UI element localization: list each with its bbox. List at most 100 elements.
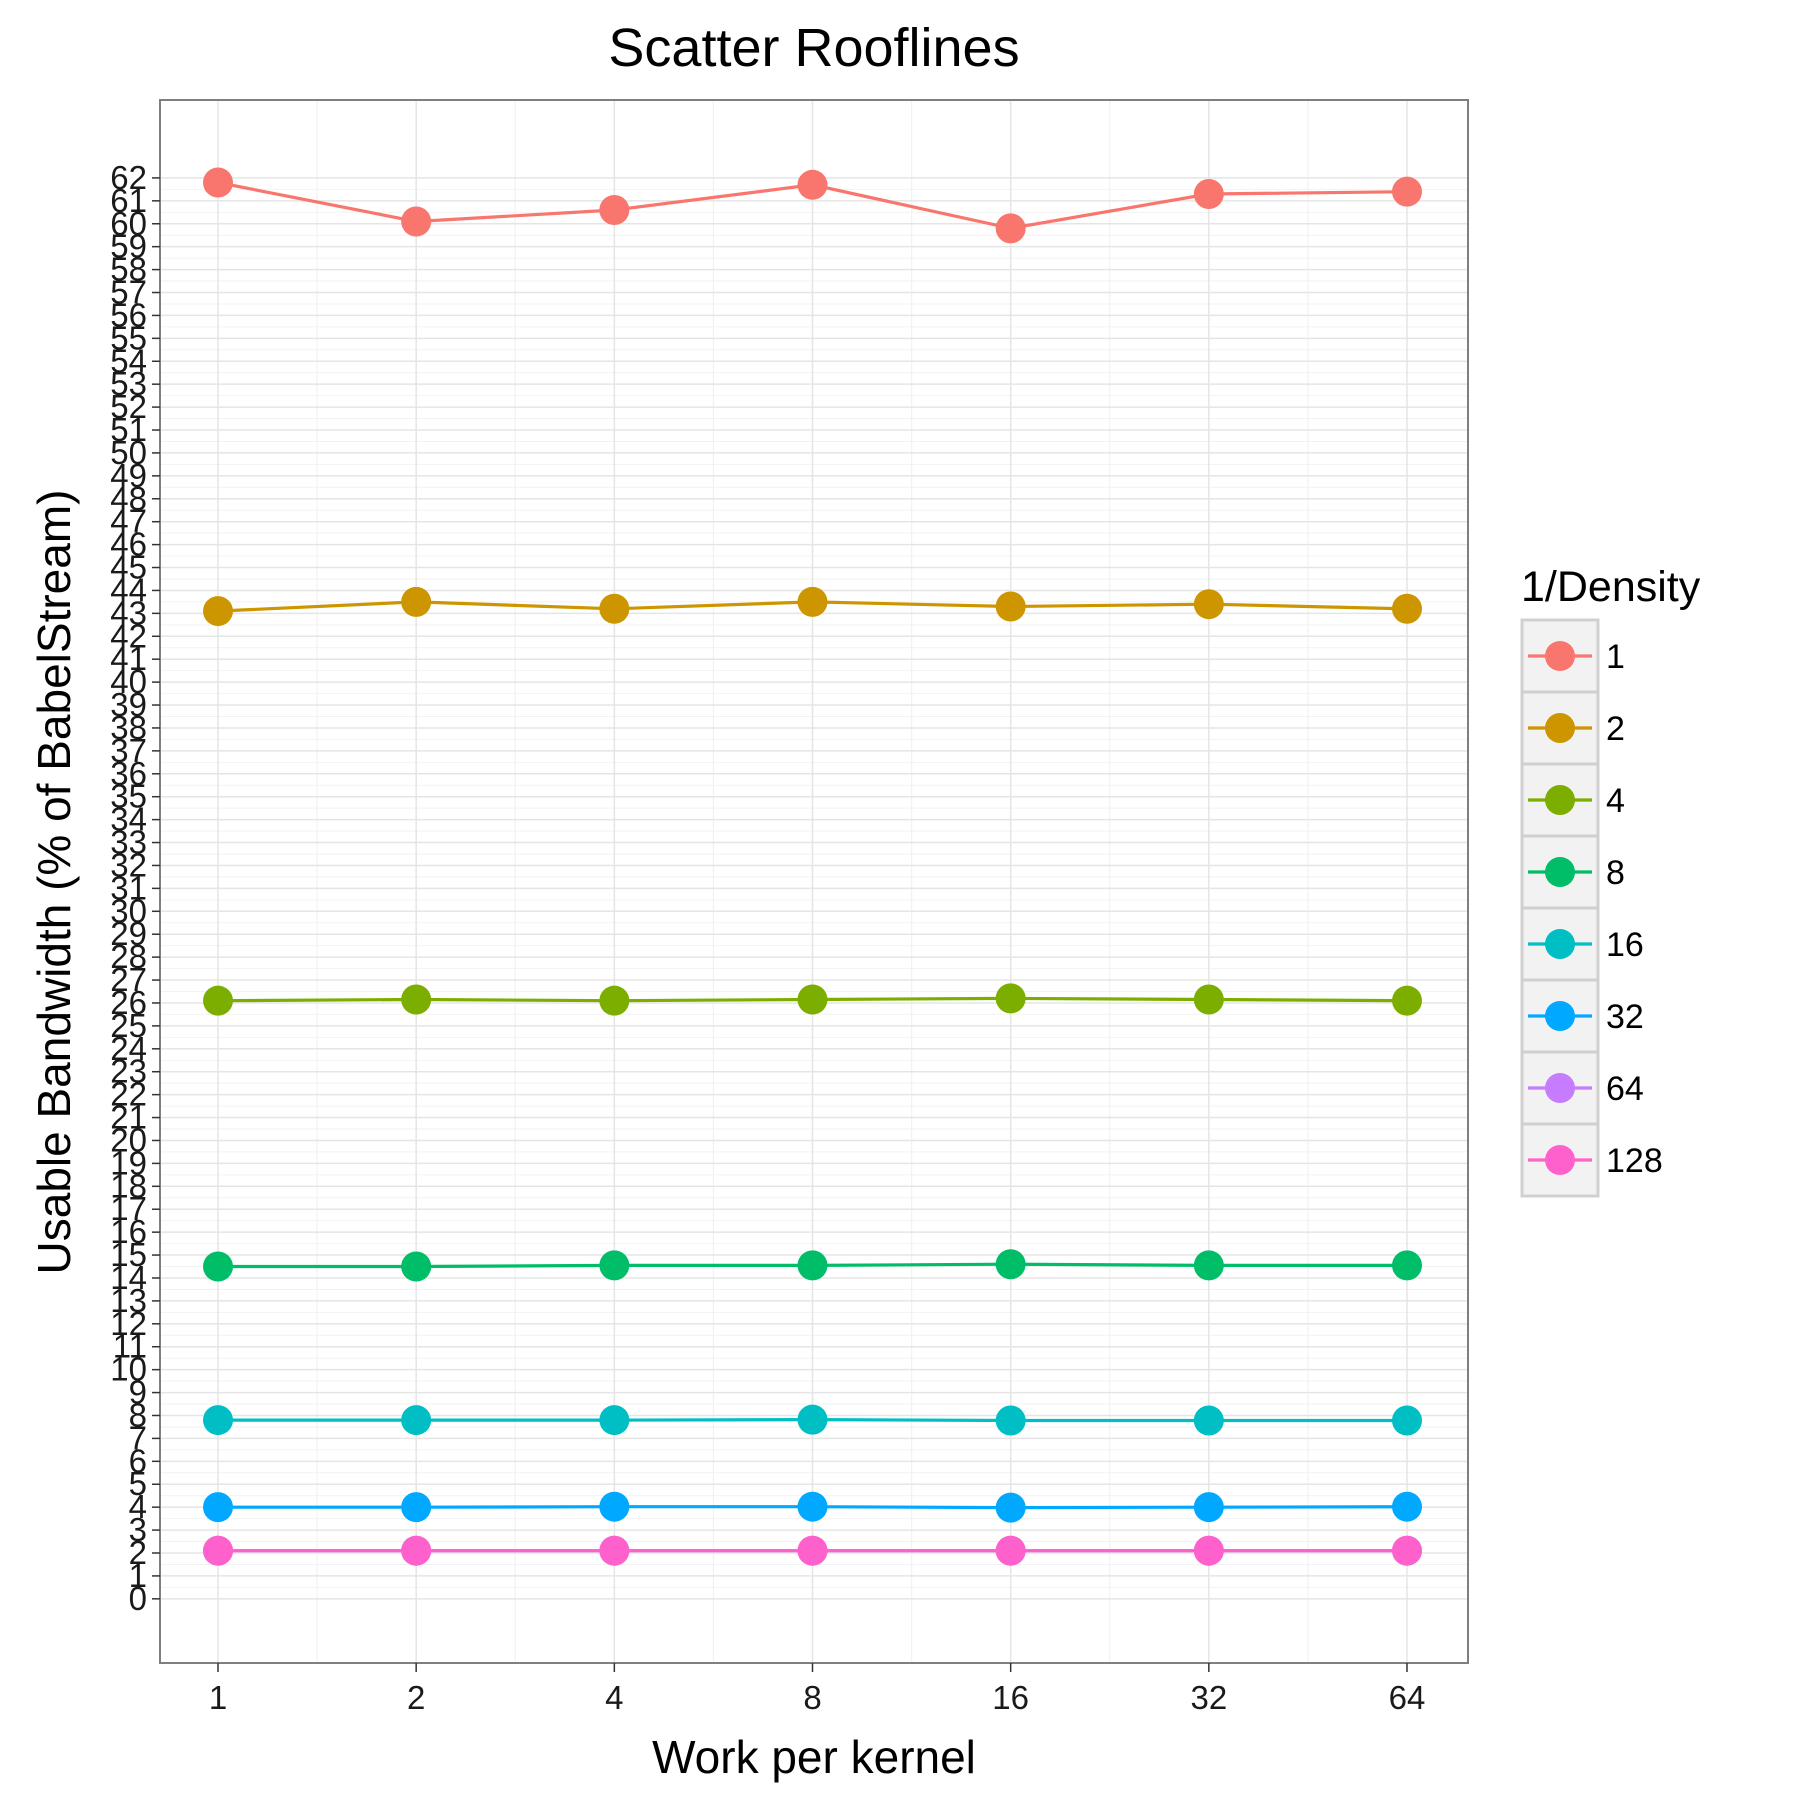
y-tick-label: 29 [110, 915, 147, 952]
y-tick-label: 55 [110, 319, 147, 356]
data-point-16 [1193, 1405, 1224, 1436]
legend-label-64: 64 [1606, 1070, 1644, 1108]
data-point-32 [1392, 1491, 1422, 1522]
data-point-4 [1193, 984, 1224, 1015]
x-tick-label: 16 [992, 1679, 1029, 1716]
legend-label-1: 1 [1606, 638, 1625, 676]
data-point-32 [599, 1491, 630, 1522]
y-tick-label: 10 [110, 1351, 147, 1388]
y-tick-label: 11 [113, 1328, 147, 1365]
legend-key-point-2 [1545, 713, 1575, 743]
chart-title: Scatter Rooflines [608, 18, 1019, 78]
y-tick-label: 35 [110, 778, 147, 815]
data-point-32 [995, 1492, 1026, 1523]
legend-key-point-64 [1545, 1073, 1575, 1103]
y-tick-label: 1 [129, 1557, 147, 1594]
y-tick-label: 31 [110, 869, 147, 906]
data-point-128 [1193, 1535, 1224, 1566]
data-point-32 [203, 1492, 233, 1523]
data-point-8 [203, 1251, 233, 1282]
x-tick-label: 4 [605, 1679, 623, 1716]
y-tick-label: 60 [110, 205, 147, 242]
data-point-1 [1193, 178, 1224, 209]
data-point-16 [995, 1405, 1026, 1436]
y-tick-label: 26 [110, 984, 147, 1021]
y-tick-label: 50 [110, 434, 147, 471]
legend-key-point-16 [1545, 929, 1575, 959]
legend-key-point-4 [1545, 785, 1575, 815]
data-point-4 [203, 985, 233, 1016]
y-tick-label: 53 [110, 365, 147, 402]
legend-label-4: 4 [1606, 782, 1625, 820]
x-axis-title: Work per kernel [652, 1731, 976, 1783]
grid-layer [160, 100, 1468, 1663]
y-tick-label: 56 [110, 296, 147, 333]
y-tick-label: 47 [110, 503, 147, 540]
y-tick-label: 33 [110, 824, 147, 861]
y-tick-label: 48 [110, 480, 147, 517]
data-point-1 [203, 167, 233, 198]
y-tick-label: 42 [110, 617, 147, 654]
data-point-1 [995, 213, 1026, 244]
data-point-1 [797, 169, 828, 200]
data-point-128 [1392, 1535, 1422, 1566]
legend-key-point-32 [1545, 1001, 1575, 1031]
x-tick-label: 2 [407, 1679, 425, 1716]
y-tick-label: 45 [110, 549, 147, 586]
data-point-4 [797, 984, 828, 1015]
data-point-2 [203, 596, 233, 627]
y-tick-label: 14 [110, 1259, 147, 1296]
y-tick-label: 15 [110, 1236, 147, 1273]
data-point-16 [401, 1405, 432, 1436]
data-point-128 [203, 1535, 233, 1566]
y-tick-label: 21 [110, 1099, 147, 1136]
y-tick-label: 5 [129, 1465, 147, 1502]
axis-layer: 0123456789101112131415161718192021222324… [110, 159, 1425, 1716]
data-point-4 [599, 985, 630, 1016]
data-point-4 [995, 983, 1026, 1014]
data-point-2 [401, 586, 432, 617]
legend-label-2: 2 [1606, 710, 1625, 748]
legend-key-point-1 [1545, 641, 1575, 671]
x-tick-label: 8 [803, 1679, 821, 1716]
y-tick-label: 36 [110, 755, 147, 792]
data-point-2 [1392, 593, 1422, 624]
data-point-16 [797, 1404, 828, 1435]
data-point-128 [797, 1535, 828, 1566]
data-point-4 [401, 984, 432, 1015]
plot-panel-border [159, 99, 1469, 1664]
legend: 1/Density 1 2 4 8 16 32 64 128 [1520, 563, 1701, 1198]
y-tick-label: 32 [110, 846, 147, 883]
y-tick-label: 2 [129, 1534, 147, 1571]
legend-title: 1/Density [1521, 563, 1701, 611]
y-tick-label: 20 [110, 1121, 147, 1158]
y-tick-label: 39 [110, 686, 147, 723]
y-tick-label: 16 [110, 1213, 147, 1250]
data-point-1 [401, 206, 432, 237]
y-tick-label: 7 [129, 1419, 147, 1456]
data-point-2 [797, 586, 828, 617]
y-tick-label: 13 [110, 1282, 147, 1319]
y-tick-label: 44 [110, 571, 147, 608]
y-tick-label: 24 [110, 1030, 147, 1067]
legend-label-128: 128 [1606, 1142, 1663, 1180]
y-tick-label: 34 [110, 801, 147, 838]
y-tick-label: 62 [110, 159, 147, 196]
data-point-2 [599, 593, 630, 624]
y-tick-label: 40 [110, 663, 147, 700]
data-point-8 [599, 1250, 630, 1281]
y-tick-label: 46 [110, 526, 147, 563]
data-point-16 [203, 1405, 233, 1436]
y-tick-label: 61 [110, 182, 147, 219]
data-point-2 [1193, 589, 1224, 620]
data-point-32 [797, 1491, 828, 1522]
data-point-32 [401, 1492, 432, 1523]
data-point-2 [995, 591, 1026, 622]
data-point-128 [599, 1535, 630, 1566]
y-tick-label: 57 [110, 274, 147, 311]
legend-key-point-128 [1545, 1145, 1575, 1175]
y-axis-title: Usable Bandwidth (% of BabelStream) [28, 490, 80, 1275]
y-tick-label: 25 [110, 1007, 147, 1044]
